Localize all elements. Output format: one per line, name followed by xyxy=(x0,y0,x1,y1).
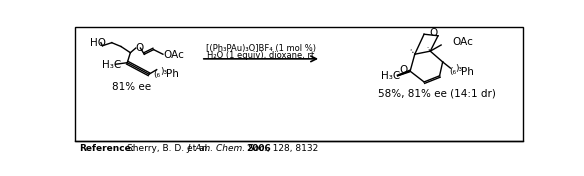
Text: )₃: )₃ xyxy=(455,64,462,73)
Text: HO: HO xyxy=(90,38,106,48)
Text: 81% ee: 81% ee xyxy=(112,81,151,92)
Text: O: O xyxy=(400,65,408,75)
Text: H₃C: H₃C xyxy=(381,71,400,81)
Bar xyxy=(75,27,523,141)
Text: Ph: Ph xyxy=(461,67,474,77)
Text: O: O xyxy=(429,29,437,38)
Text: 58%, 81% ee (14:1 dr): 58%, 81% ee (14:1 dr) xyxy=(378,89,496,99)
Text: (₆: (₆ xyxy=(449,67,456,76)
Text: 2006: 2006 xyxy=(246,144,272,153)
Text: Reference:: Reference: xyxy=(79,144,134,153)
Text: )₃: )₃ xyxy=(160,67,167,76)
Text: Ph: Ph xyxy=(166,69,179,79)
Text: J. Am. Chem. Soc.: J. Am. Chem. Soc. xyxy=(187,144,268,153)
Text: Sherry, B. D. et al.: Sherry, B. D. et al. xyxy=(127,144,213,153)
Text: OAc: OAc xyxy=(452,37,473,47)
Text: OAc: OAc xyxy=(164,50,185,60)
Text: , 128, 8132: , 128, 8132 xyxy=(267,144,318,153)
Text: H₃C: H₃C xyxy=(102,60,121,70)
Text: O: O xyxy=(135,43,143,53)
Text: [(Ph₃PAu)₃O]BF₄ (1 mol %): [(Ph₃PAu)₃O]BF₄ (1 mol %) xyxy=(206,44,316,53)
Text: (₆: (₆ xyxy=(154,70,161,79)
Text: H₂O (1 equiv), dioxane, rt: H₂O (1 equiv), dioxane, rt xyxy=(207,51,315,60)
